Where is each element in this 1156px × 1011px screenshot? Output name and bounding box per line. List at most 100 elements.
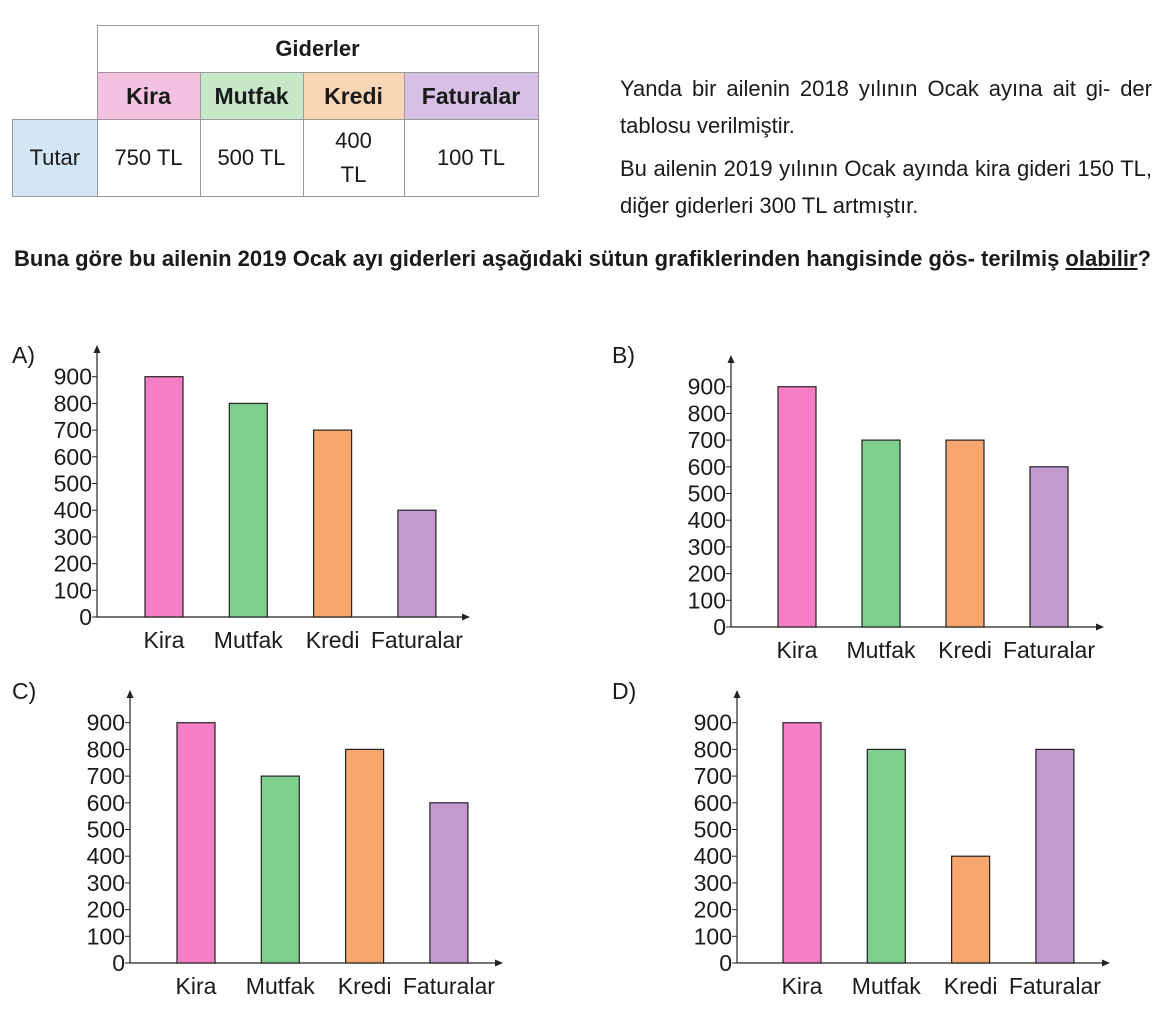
bar-faturalar	[1029, 466, 1069, 628]
category-label-kira: Kira	[176, 973, 217, 999]
y-tick-label: 400	[694, 843, 732, 869]
table-title: Giderler	[96, 25, 539, 73]
y-tick-label: 200	[694, 897, 732, 923]
y-tick-label: 500	[54, 471, 92, 497]
row-label-tutar: Tutar	[12, 119, 98, 197]
y-tick-label: 800	[694, 736, 732, 762]
y-tick-label: 600	[694, 790, 732, 816]
category-label-kredi: Kredi	[944, 973, 998, 999]
category-label-kredi: Kredi	[338, 973, 392, 999]
expense-table: Giderler Kira Mutfak Kredi Faturalar Tut…	[12, 25, 539, 197]
y-tick-label: 300	[694, 870, 732, 896]
y-tick-label: 100	[54, 577, 92, 603]
y-tick-label: 400	[54, 497, 92, 523]
y-tick-label: 300	[688, 534, 726, 560]
y-tick-label: 500	[688, 481, 726, 507]
x-axis-arrow-icon	[495, 959, 503, 967]
y-tick-label: 200	[87, 897, 125, 923]
category-label-kredi: Kredi	[938, 637, 992, 663]
category-label-kredi: Kredi	[306, 627, 360, 653]
intro-text: Yanda bir ailenin 2018 yılının Ocak ayın…	[620, 70, 1152, 230]
y-tick-label: 400	[688, 507, 726, 533]
bar-mutfak	[861, 439, 901, 628]
category-label-faturalar: Faturalar	[1003, 637, 1095, 663]
y-tick-label: 0	[112, 950, 125, 976]
option-b-label[interactable]: B)	[612, 342, 635, 368]
bar-mutfak	[260, 775, 300, 964]
bar-mutfak	[228, 402, 268, 618]
y-tick-label: 700	[87, 763, 125, 789]
category-label-kira: Kira	[777, 637, 818, 663]
y-tick-label: 400	[87, 843, 125, 869]
bar-kredi	[950, 855, 991, 964]
y-tick-label: 300	[54, 524, 92, 550]
y-tick-label: 600	[688, 454, 726, 480]
x-axis-arrow-icon	[462, 613, 470, 621]
value-faturalar: 100 TL	[403, 119, 539, 197]
header-mutfak: Mutfak	[199, 72, 304, 120]
y-tick-label: 100	[688, 587, 726, 613]
y-tick-label: 900	[694, 710, 732, 736]
category-label-mutfak: Mutfak	[246, 973, 316, 999]
y-tick-label: 200	[688, 561, 726, 587]
x-axis-arrow-icon	[1102, 959, 1110, 967]
y-axis-arrow-icon	[733, 690, 741, 698]
category-label-kira: Kira	[782, 973, 823, 999]
y-tick-label: 800	[54, 390, 92, 416]
option-d-label[interactable]: D)	[612, 678, 637, 704]
y-axis-arrow-icon	[93, 345, 101, 353]
header-kredi: Kredi	[302, 72, 405, 120]
bar-faturalar	[397, 509, 437, 618]
bar-mutfak	[866, 748, 906, 964]
y-tick-label: 0	[719, 950, 732, 976]
header-faturalar: Faturalar	[403, 72, 539, 120]
value-kira: 750 TL	[96, 119, 201, 197]
bar-kredi	[313, 429, 353, 618]
y-tick-label: 200	[54, 551, 92, 577]
bar-kredi	[945, 439, 985, 628]
question-main: Buna göre bu ailenin 2019 Ocak ayı gider…	[14, 246, 1066, 271]
value-kredi: 400 TL	[302, 119, 405, 197]
y-tick-label: 100	[87, 923, 125, 949]
option-c-label[interactable]: C)	[12, 678, 37, 704]
option-a-label[interactable]: A)	[12, 342, 35, 368]
question-underlined: olabilir	[1065, 246, 1138, 271]
y-tick-label: 900	[688, 374, 726, 400]
y-tick-label: 500	[694, 817, 732, 843]
y-tick-label: 0	[79, 604, 92, 630]
question-text: Buna göre bu ailenin 2019 Ocak ayı gider…	[14, 240, 1152, 277]
y-tick-label: 600	[87, 790, 125, 816]
question-mark: ?	[1137, 246, 1151, 271]
y-tick-label: 700	[694, 763, 732, 789]
y-axis-arrow-icon	[727, 355, 735, 363]
category-label-mutfak: Mutfak	[852, 973, 922, 999]
x-axis-arrow-icon	[1096, 623, 1104, 631]
bar-kira	[777, 386, 817, 628]
y-tick-label: 800	[87, 736, 125, 762]
category-label-faturalar: Faturalar	[403, 973, 495, 999]
intro-paragraph-1: Yanda bir ailenin 2018 yılının Ocak ayın…	[620, 76, 1152, 138]
y-tick-label: 100	[694, 923, 732, 949]
bar-faturalar	[429, 802, 469, 964]
y-tick-label: 0	[713, 614, 726, 640]
y-tick-label: 800	[688, 400, 726, 426]
y-tick-label: 600	[54, 444, 92, 470]
y-tick-label: 900	[87, 710, 125, 736]
y-tick-label: 700	[54, 417, 92, 443]
bar-kira	[176, 722, 216, 964]
y-tick-label: 300	[87, 870, 125, 896]
bar-faturalar	[1035, 748, 1075, 964]
category-label-kira: Kira	[144, 627, 185, 653]
y-tick-label: 900	[54, 364, 92, 390]
y-tick-label: 700	[688, 427, 726, 453]
bar-kira	[144, 376, 184, 618]
y-tick-label: 500	[87, 817, 125, 843]
y-axis-arrow-icon	[126, 690, 134, 698]
category-label-faturalar: Faturalar	[371, 627, 463, 653]
value-mutfak: 500 TL	[199, 119, 304, 197]
bar-kira	[782, 722, 822, 964]
bar-kredi	[345, 748, 385, 964]
